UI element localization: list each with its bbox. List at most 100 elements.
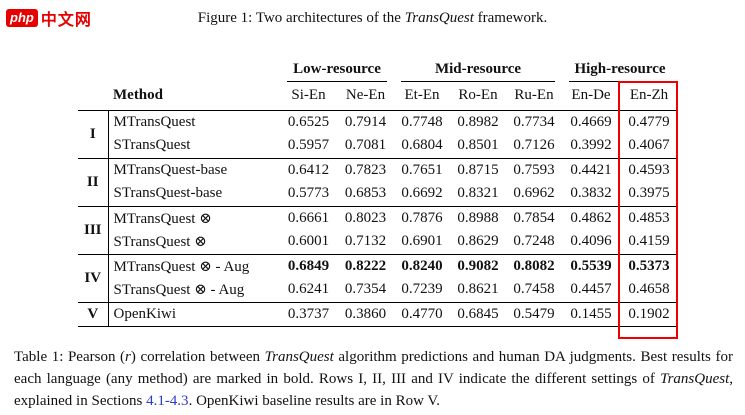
group-header-label: High-resource — [569, 59, 671, 82]
value-cell: 0.6849 — [280, 253, 337, 278]
section-link[interactable]: 4.1-4.3 — [146, 393, 189, 410]
value-cell: 0.8715 — [450, 157, 506, 182]
value-cell: 0.5373 — [620, 253, 678, 278]
row-group-label: I — [78, 110, 109, 158]
spacer-cell — [78, 82, 108, 111]
value-cell: 0.4853 — [620, 205, 678, 230]
value-cell: 0.4159 — [628, 233, 670, 250]
site-logo[interactable]: php 中文网 — [6, 6, 92, 30]
method-cell: STransQuest ⊗ — [113, 234, 207, 251]
value-cell: 0.5539 — [562, 253, 620, 278]
value-cell: 0.7132 — [344, 233, 387, 250]
row-group-label: V — [78, 301, 109, 327]
method-cell: MTransQuest ⊗ - Aug — [108, 253, 280, 278]
value-cell: 0.6692 — [401, 185, 443, 202]
caption-italic: r — [125, 349, 131, 365]
value-cell: 0.7651 — [394, 157, 450, 182]
value-cell: 0.8982 — [457, 113, 499, 130]
value-cell: 0.5479 — [506, 301, 562, 327]
value-cell: 0.6412 — [280, 157, 337, 182]
value-cell: 0.6241 — [287, 281, 330, 298]
spacer-cell — [108, 54, 280, 82]
value-cell: 0.7914 — [344, 113, 387, 130]
value-cell: 0.8240 — [394, 253, 450, 278]
method-cell: STransQuest-base — [113, 185, 223, 202]
table-row: STransQuest ⊗ 0.6001 0.7132 0.6901 0.862… — [78, 230, 678, 254]
value-cell: 0.4770 — [394, 301, 450, 327]
caption-italic: TransQuest — [264, 349, 334, 365]
caption-text: , explained in Sections — [14, 371, 733, 410]
table-row: STransQuest ⊗ - Aug 0.6241 0.7354 0.7239… — [78, 278, 678, 302]
value-cell: 0.3992 — [570, 137, 612, 154]
method-cell: STransQuest ⊗ - Aug — [113, 282, 245, 299]
value-cell: 0.3832 — [570, 185, 612, 202]
value-cell: 0.6853 — [344, 185, 387, 202]
group-header-low-resource: Low-resource — [280, 54, 394, 82]
figure-caption-text: framework. — [473, 10, 548, 26]
logo-site-name: 中文网 — [40, 12, 92, 29]
group-header-label: Low-resource — [287, 59, 387, 82]
method-cell: MTransQuest-base — [108, 157, 280, 182]
value-cell: 0.7854 — [506, 205, 562, 230]
value-cell: 0.8629 — [457, 233, 499, 250]
value-cell: 0.7239 — [401, 281, 443, 298]
value-cell: 0.8501 — [457, 137, 499, 154]
value-cell: 0.7354 — [344, 281, 387, 298]
value-cell: 0.8023 — [337, 205, 394, 230]
value-cell: 0.5773 — [287, 185, 330, 202]
col-header-ru-en: Ru-En — [506, 82, 562, 111]
value-cell: 0.6901 — [401, 233, 443, 250]
col-header-et-en: Et-En — [394, 82, 450, 111]
value-cell: 0.4096 — [570, 233, 612, 250]
value-cell: 0.8082 — [506, 253, 562, 278]
col-header-ne-en: Ne-En — [337, 82, 394, 111]
value-cell: 0.7458 — [513, 281, 555, 298]
value-cell: 0.7081 — [344, 137, 387, 154]
table-row: STransQuest 0.5957 0.7081 0.6804 0.8501 … — [78, 134, 678, 158]
value-cell: 0.7248 — [513, 233, 555, 250]
value-cell: 0.3860 — [337, 301, 394, 327]
group-header-row: Low-resource Mid-resource High-resource — [78, 54, 678, 82]
table-row: IV MTransQuest ⊗ - Aug 0.6849 0.8222 0.8… — [78, 253, 678, 302]
value-cell: 0.6001 — [287, 233, 330, 250]
figure-caption-italic: TransQuest — [404, 10, 474, 26]
row-group-label: II — [78, 157, 109, 206]
row-group-label: III — [78, 205, 109, 254]
value-cell: 0.4593 — [620, 157, 678, 182]
figure-caption: Figure 1: Two architectures of the Trans… — [0, 10, 745, 27]
value-cell: 0.8621 — [457, 281, 499, 298]
caption-text: algorithm predictions and human DA judgm… — [14, 349, 733, 388]
value-cell: 0.9082 — [450, 253, 506, 278]
value-cell: 0.8321 — [457, 185, 499, 202]
value-cell: 0.4669 — [570, 113, 612, 130]
row-group-label: IV — [78, 253, 109, 302]
value-cell: 0.3737 — [280, 301, 337, 327]
value-cell: 0.7593 — [506, 157, 562, 182]
value-cell: 0.7823 — [337, 157, 394, 182]
col-header-en-de: En-De — [562, 82, 620, 111]
value-cell: 0.4421 — [562, 157, 620, 182]
method-cell: MTransQuest — [113, 113, 196, 130]
group-header-label: Mid-resource — [401, 59, 555, 82]
col-header-en-zh: En-Zh — [620, 82, 678, 111]
table-row: I MTransQuest 0.6525 0.7914 0.7748 0.898… — [78, 110, 678, 158]
results-table-container: Low-resource Mid-resource High-resource … — [78, 54, 678, 339]
value-cell: 0.7734 — [513, 113, 555, 130]
table-row: III MTransQuest ⊗ 0.6661 0.8023 0.7876 0… — [78, 205, 678, 254]
value-cell: 0.1902 — [620, 301, 678, 327]
figure-caption-text: Figure 1: Two architectures of the — [197, 10, 405, 26]
value-cell: 0.1455 — [562, 301, 620, 327]
value-cell: 0.6525 — [287, 113, 330, 130]
value-cell: 0.7876 — [394, 205, 450, 230]
value-cell: 0.8222 — [337, 253, 394, 278]
col-header-ro-en: Ro-En — [450, 82, 506, 111]
spacer-cell — [78, 54, 108, 82]
caption-text: . OpenKiwi baseline results are in Row V… — [188, 393, 441, 410]
col-header-si-en: Si-En — [280, 82, 337, 111]
results-table: Low-resource Mid-resource High-resource … — [78, 54, 678, 327]
value-cell: 0.5957 — [287, 137, 330, 154]
method-cell: OpenKiwi — [108, 301, 280, 327]
method-cell: MTransQuest ⊗ — [108, 205, 280, 230]
value-cell: 0.4779 — [628, 113, 670, 130]
